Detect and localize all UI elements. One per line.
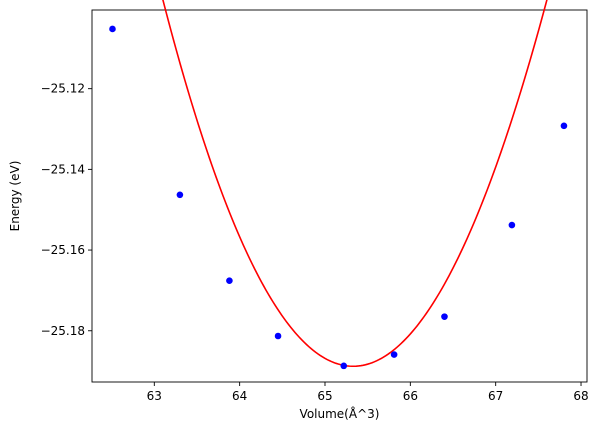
x-axis-label: Volume(Å^3) <box>300 406 380 421</box>
y-tick-label: −25.18 <box>41 324 85 338</box>
data-point <box>109 25 116 33</box>
fit-curve <box>162 0 548 368</box>
data-point <box>176 191 184 199</box>
x-tick-label: 65 <box>317 389 332 403</box>
data-point <box>390 351 398 358</box>
data-point <box>226 277 233 285</box>
x-axis: 63 64 65 66 67 68 <box>147 382 589 403</box>
y-axis-label: Energy (eV) <box>8 161 22 232</box>
data-point <box>560 122 568 130</box>
y-tick-label: −25.12 <box>41 82 85 96</box>
x-tick-label: 66 <box>403 389 418 403</box>
data-point <box>340 362 348 370</box>
data-point <box>508 221 516 229</box>
data-point <box>441 313 448 320</box>
plot-frame <box>91 9 588 383</box>
x-tick-label: 67 <box>488 389 503 403</box>
data-points <box>109 25 568 370</box>
y-tick-label: −25.14 <box>41 162 85 176</box>
y-tick-label: −25.16 <box>41 243 85 257</box>
x-tick-label: 63 <box>147 389 162 403</box>
data-point <box>274 332 282 340</box>
x-tick-label: 68 <box>573 389 588 403</box>
x-tick-label: 64 <box>232 389 247 403</box>
y-axis: −25.12 −25.14 −25.16 −25.18 <box>41 82 92 338</box>
